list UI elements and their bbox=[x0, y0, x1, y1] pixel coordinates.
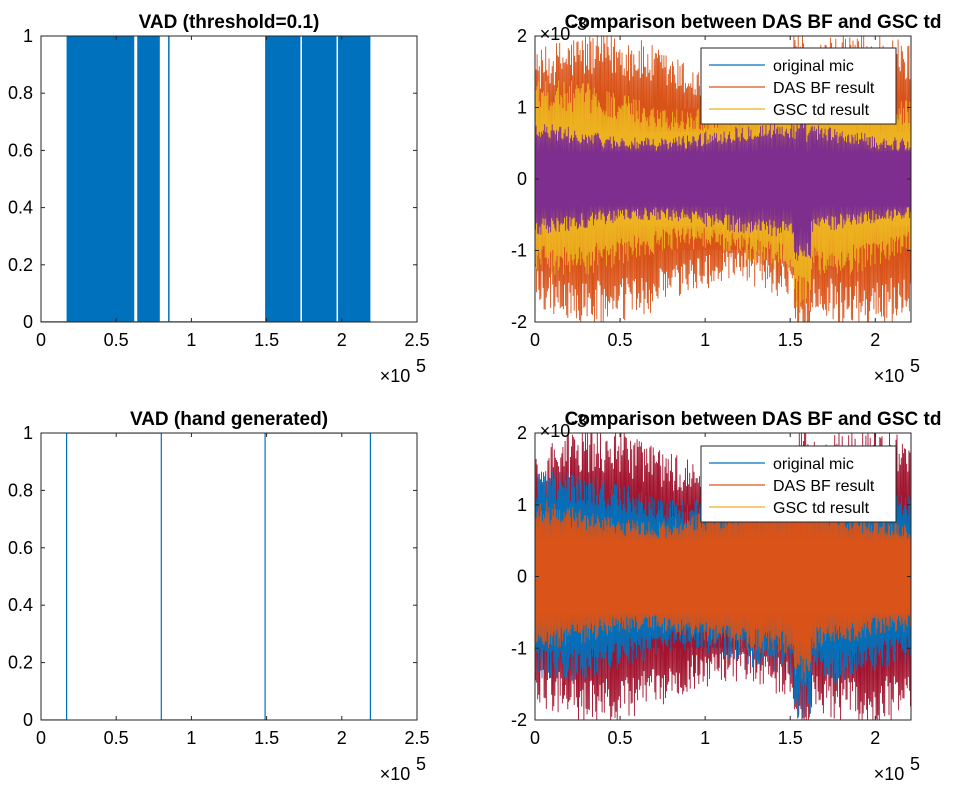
subplot-3: 0 0.5 1 1.5 2 2.5 0 0.2 0.4 0.6 0.8 1 ×10 5 VAD (hand … bbox=[8, 409, 430, 784]
x-exponent-power: 5 bbox=[416, 356, 426, 376]
x-tick-label: 0.5 bbox=[104, 728, 129, 748]
data-layer bbox=[41, 433, 371, 720]
y-tick-label: 1 bbox=[517, 98, 527, 118]
vad-active-segment bbox=[265, 36, 301, 322]
legend: original mic DAS BF result GSC td result bbox=[700, 445, 897, 523]
chart-title: Comparison between DAS BF and GSC td bbox=[565, 12, 942, 33]
data-layer bbox=[41, 36, 372, 322]
chart-title: VAD (hand generated) bbox=[130, 409, 328, 430]
y-tick-label: 0.4 bbox=[8, 595, 33, 615]
y-tick-label: 1 bbox=[517, 495, 527, 515]
x-tick-label: 2 bbox=[870, 728, 880, 748]
x-tick-label: 1.5 bbox=[778, 330, 803, 350]
legend-box bbox=[700, 47, 897, 125]
vad-active-segment bbox=[338, 36, 371, 322]
axes-box bbox=[40, 35, 418, 323]
x-tick-label: 0 bbox=[36, 330, 46, 350]
plot-area bbox=[41, 433, 417, 720]
x-exponent-label: ×10 bbox=[380, 366, 411, 386]
y-tick-label: 0.6 bbox=[8, 538, 33, 558]
y-tick-label: 1 bbox=[23, 26, 33, 46]
y-exponent-label: ×10 bbox=[540, 421, 571, 441]
y-tick-label: 0.2 bbox=[8, 255, 33, 275]
y-tick-label: 2 bbox=[517, 26, 527, 46]
y-tick-label: 1 bbox=[23, 423, 33, 443]
legend-label: original mic bbox=[773, 58, 854, 75]
y-tick-label: 0 bbox=[517, 567, 527, 587]
x-tick-label: 0.5 bbox=[104, 330, 129, 350]
vad-active-segment bbox=[168, 36, 170, 322]
legend-box bbox=[700, 445, 897, 523]
legend-label: DAS BF result bbox=[773, 478, 875, 495]
y-tick-label: -2 bbox=[511, 312, 527, 332]
x-exponent-power: 5 bbox=[910, 356, 920, 376]
subplot-1: 0 0.5 1 1.5 2 2.5 0 0.2 0.4 0.6 0.8 1 ×10 5 VAD (thres… bbox=[8, 12, 430, 386]
y-tick-label: 0.8 bbox=[8, 480, 33, 500]
vad-active-segment bbox=[301, 36, 337, 322]
y-exponent-label: ×10 bbox=[540, 24, 571, 44]
x-tick-label: 2 bbox=[337, 330, 347, 350]
y-tick-label: -1 bbox=[511, 638, 527, 658]
legend-label: GSC td result bbox=[773, 102, 870, 119]
y-tick-label: 0.8 bbox=[8, 83, 33, 103]
x-tick-label: 2 bbox=[337, 728, 347, 748]
chart-title: Comparison between DAS BF and GSC td bbox=[565, 409, 942, 430]
x-tick-label: 0.5 bbox=[608, 330, 633, 350]
y-tick-label: 0.2 bbox=[8, 653, 33, 673]
y-tick-label: 2 bbox=[517, 423, 527, 443]
y-tick-label: 0 bbox=[517, 169, 527, 189]
vad-hand-line bbox=[41, 433, 371, 720]
data-layer bbox=[535, 433, 911, 720]
x-tick-label: 1 bbox=[186, 330, 196, 350]
axes-box bbox=[40, 432, 418, 721]
x-exponent-label: ×10 bbox=[874, 764, 905, 784]
x-tick-label: 0 bbox=[530, 330, 540, 350]
y-tick-label: 0.4 bbox=[8, 198, 33, 218]
x-exponent-label: ×10 bbox=[380, 764, 411, 784]
waveform-core-original-mic bbox=[535, 151, 911, 207]
y-exponent-power: -3 bbox=[571, 411, 587, 431]
x-tick-label: 0.5 bbox=[608, 728, 633, 748]
legend: original mic DAS BF result GSC td result bbox=[700, 47, 897, 125]
vad-active-segment bbox=[66, 36, 135, 322]
x-tick-label: 2.5 bbox=[404, 728, 429, 748]
x-exponent-label: ×10 bbox=[874, 366, 905, 386]
legend-label: original mic bbox=[773, 456, 854, 473]
waveform-core-das-bf-result bbox=[535, 539, 911, 614]
vad-active-segment bbox=[137, 36, 160, 322]
x-tick-label: 2 bbox=[870, 330, 880, 350]
x-tick-label: 1.5 bbox=[778, 728, 803, 748]
y-tick-label: -2 bbox=[511, 710, 527, 730]
chart-title: VAD (threshold=0.1) bbox=[139, 12, 320, 33]
x-tick-label: 1 bbox=[700, 728, 710, 748]
y-tick-label: 0.6 bbox=[8, 140, 33, 160]
legend-label: GSC td result bbox=[773, 500, 870, 517]
x-tick-label: 1 bbox=[700, 330, 710, 350]
y-tick-label: -1 bbox=[511, 241, 527, 261]
y-tick-label: 0 bbox=[23, 710, 33, 730]
x-tick-label: 1.5 bbox=[254, 330, 279, 350]
y-exponent-power: -3 bbox=[571, 14, 587, 34]
x-tick-label: 1.5 bbox=[254, 728, 279, 748]
legend-label: DAS BF result bbox=[773, 80, 875, 97]
x-tick-label: 0 bbox=[36, 728, 46, 748]
data-layer bbox=[535, 36, 911, 322]
x-exponent-power: 5 bbox=[910, 754, 920, 774]
x-tick-label: 0 bbox=[530, 728, 540, 748]
x-tick-label: 2.5 bbox=[404, 330, 429, 350]
x-tick-label: 1 bbox=[186, 728, 196, 748]
x-exponent-power: 5 bbox=[416, 754, 426, 774]
y-tick-label: 0 bbox=[23, 312, 33, 332]
